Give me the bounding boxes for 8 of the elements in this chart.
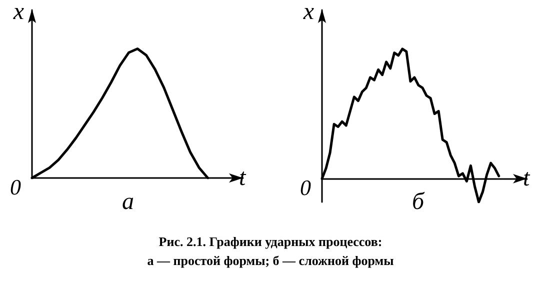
text: а <box>122 189 134 215</box>
text: 0 <box>300 175 311 200</box>
y-axis-title: x <box>12 0 24 25</box>
text: 0 <box>10 174 21 200</box>
text: а — простой формы; б — сложной формы <box>146 252 395 270</box>
text: Рис. 2.1. Графики ударных процессов: <box>158 233 384 251</box>
annotation: б <box>412 189 425 215</box>
y-axis-title: x <box>302 0 314 25</box>
